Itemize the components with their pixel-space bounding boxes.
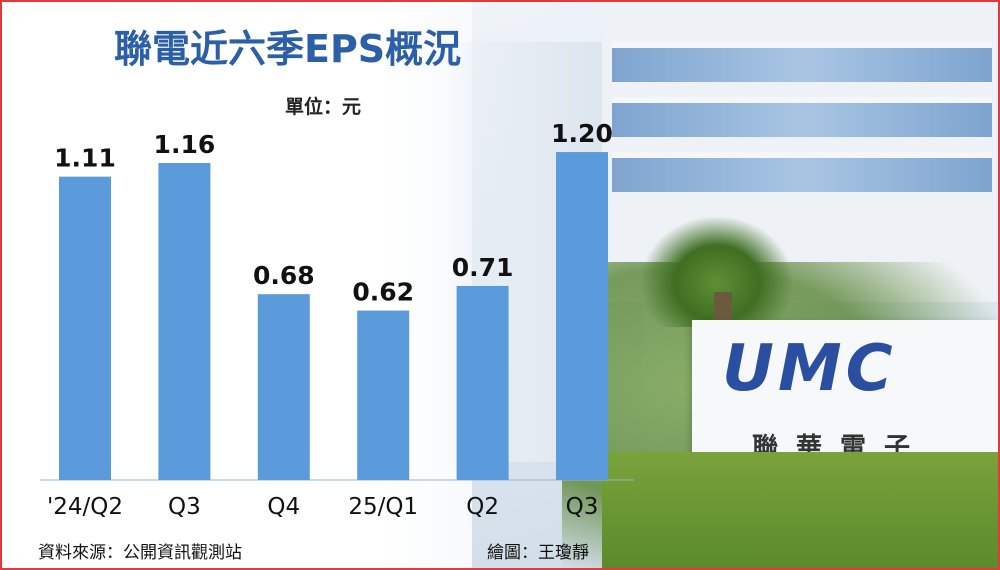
credit-note: 繪圖：王瓊靜 xyxy=(487,543,589,563)
bar-value-label-4: 0.71 xyxy=(452,253,514,282)
unit-label: 單位：元 xyxy=(285,96,362,118)
source-note: 資料來源：公開資訊觀測站 xyxy=(38,543,242,563)
bar-1 xyxy=(158,162,211,480)
bar-5 xyxy=(556,152,608,480)
bar-4 xyxy=(456,285,509,480)
sign-logo: UMC xyxy=(722,332,897,406)
category-label-0: '24/Q2 xyxy=(47,494,123,520)
bar-value-label-5: 1.20 xyxy=(551,119,613,148)
bar-3 xyxy=(357,310,410,480)
category-label-3: 25/Q1 xyxy=(348,494,418,520)
category-label-2: Q4 xyxy=(267,494,300,520)
bar-value-label-3: 0.62 xyxy=(352,278,414,307)
building-window-row xyxy=(612,42,992,82)
company-sign xyxy=(692,320,998,470)
building-window-row xyxy=(612,97,992,137)
bar-0 xyxy=(59,176,111,480)
bar-value-label-2: 0.68 xyxy=(253,261,315,290)
background-hedge xyxy=(602,452,998,568)
bar-value-label-0: 1.11 xyxy=(54,144,116,173)
bar-2 xyxy=(257,294,310,480)
building-window-row xyxy=(612,152,992,192)
category-label-4: Q2 xyxy=(466,494,499,520)
chart-title: 聯電近六季EPS概況 xyxy=(114,27,462,71)
category-label-5: Q3 xyxy=(566,494,599,520)
category-label-1: Q3 xyxy=(168,494,201,520)
bar-value-label-1: 1.16 xyxy=(154,130,216,159)
